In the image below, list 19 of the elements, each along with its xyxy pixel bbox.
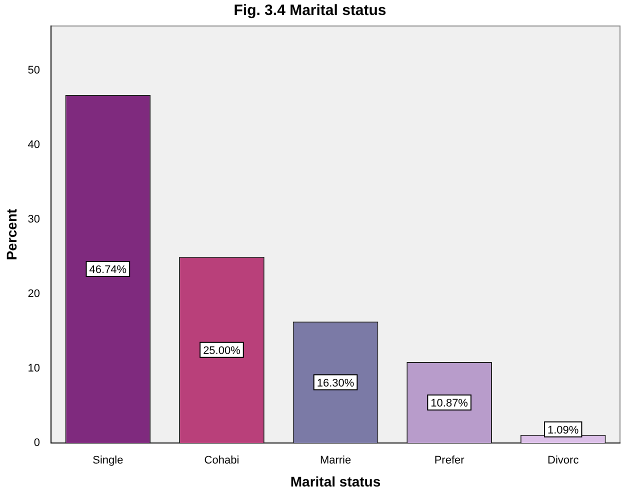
x-axis-title: Marital status	[290, 473, 381, 490]
y-tick-label: 30	[28, 214, 40, 226]
y-tick-label: 50	[28, 64, 40, 77]
y-tick-label: 10	[28, 362, 40, 375]
chart-title: Fig. 3.4 Marital status	[234, 2, 386, 20]
data-label: 16.30%	[316, 377, 354, 390]
x-tick-label: Prefer	[434, 454, 465, 467]
data-label: 25.00%	[203, 344, 241, 357]
data-label: 46.74%	[89, 264, 127, 276]
x-tick-label: Divorc	[548, 454, 580, 467]
data-label: 10.87%	[430, 398, 468, 410]
x-tick-label: Single	[92, 454, 124, 467]
x-tick-label: Marrie	[320, 454, 352, 467]
y-tick-label: 40	[28, 139, 40, 152]
y-tick-label: 20	[28, 288, 40, 300]
x-tick-label: Cohabi	[204, 454, 240, 467]
data-label: 1.09%	[548, 424, 579, 436]
y-tick-label: 0	[34, 437, 40, 450]
y-axis-title: Percent	[3, 208, 20, 260]
